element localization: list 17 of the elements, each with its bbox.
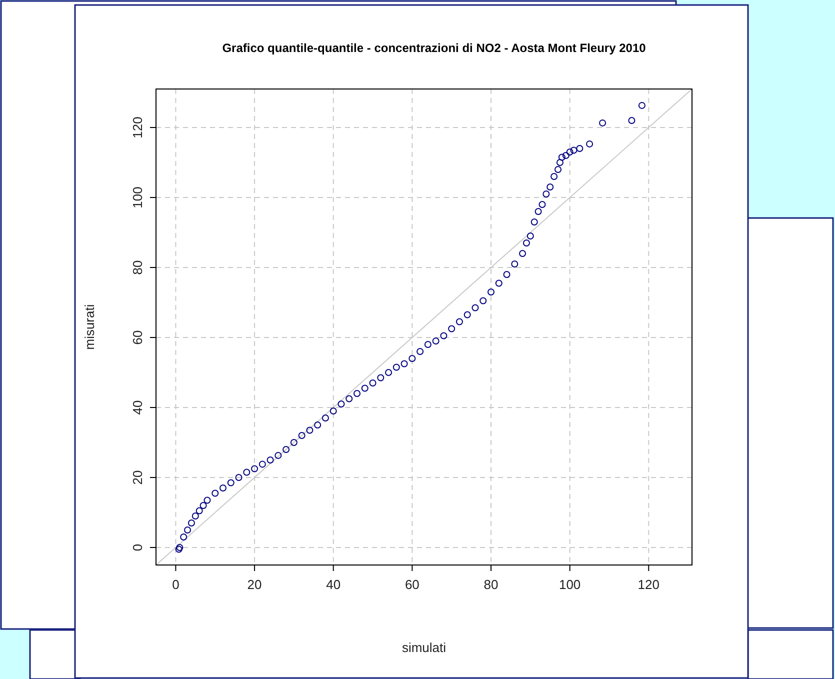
x-axis-title: simulati [402,640,446,655]
x-tick-label: 120 [638,577,660,592]
x-tick-label: 100 [558,577,581,592]
y-tick-label: 0 [130,544,145,552]
y-tick-label: 60 [130,330,145,345]
y-axis-title: misurati [82,304,97,350]
y-tick-label: 100 [130,186,145,208]
y-tick-label: 40 [130,400,145,415]
chart-title: Grafico quantile-quantile - concentrazioni di NO2 - Aosta Mont Fleury 2010 [222,41,646,55]
y-tick-label: 20 [130,470,145,485]
y-tick-label: 120 [130,116,145,138]
x-tick-label: 40 [326,577,341,592]
x-tick-label: 20 [247,577,262,592]
x-tick-label: 80 [484,577,498,592]
x-tick-label: 0 [172,577,180,592]
y-tick-label: 80 [130,260,145,275]
x-tick-label: 60 [404,577,420,592]
